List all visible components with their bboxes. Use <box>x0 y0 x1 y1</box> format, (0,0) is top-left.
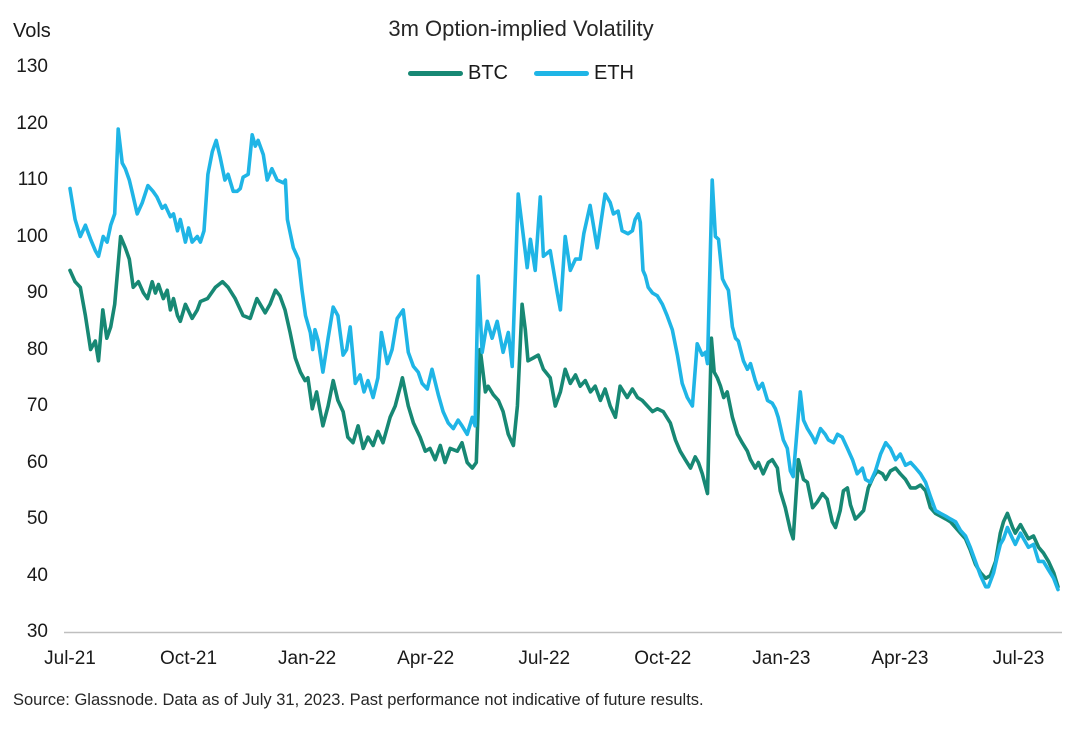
x-tick-label-Apr-22: Apr-22 <box>397 648 455 669</box>
eth-line <box>68 127 1060 592</box>
y-tick-label-80: 80 <box>26 338 48 360</box>
x-tick-label-Apr-23: Apr-23 <box>871 648 929 669</box>
y-tick-label-100: 100 <box>16 225 48 247</box>
legend-item-eth: ETH <box>534 62 634 85</box>
x-tick-label-Jul-21: Jul-21 <box>44 648 96 669</box>
y-tick-label-120: 120 <box>16 112 48 134</box>
y-axis-unit-label: Vols <box>13 20 51 42</box>
y-tick-label-130: 130 <box>16 56 48 77</box>
x-tick-label-Oct-21: Oct-21 <box>160 648 218 669</box>
y-tick-label-60: 60 <box>26 451 48 473</box>
y-tick-label-50: 50 <box>26 508 48 529</box>
y-tick-label-70: 70 <box>26 395 48 416</box>
source-footnote: Source: Glassnode. Data as of July 31, 2… <box>13 691 704 709</box>
legend: BTC ETH <box>408 62 634 85</box>
x-tick-label-Jul-23: Jul-23 <box>992 648 1045 669</box>
y-tick-label-40: 40 <box>26 564 48 586</box>
legend-item-btc: BTC <box>408 62 508 85</box>
x-tick-label-Jul-22: Jul-22 <box>518 648 571 669</box>
legend-label-btc: BTC <box>468 62 508 84</box>
chart-title: 3m Option-implied Volatility <box>388 16 654 41</box>
legend-label-eth: ETH <box>594 62 634 84</box>
y-tick-label-110: 110 <box>17 169 48 190</box>
x-tick-label-Jan-22: Jan-22 <box>278 648 337 669</box>
y-tick-label-90: 90 <box>26 282 48 303</box>
x-tick-label-Jan-23: Jan-23 <box>752 648 811 669</box>
y-tick-label-30: 30 <box>26 621 48 642</box>
btc-line-swatch-icon <box>408 71 463 76</box>
x-tick-label-Oct-22: Oct-22 <box>634 648 692 669</box>
btc-line <box>68 234 1060 589</box>
eth-line-swatch-icon <box>534 71 589 76</box>
